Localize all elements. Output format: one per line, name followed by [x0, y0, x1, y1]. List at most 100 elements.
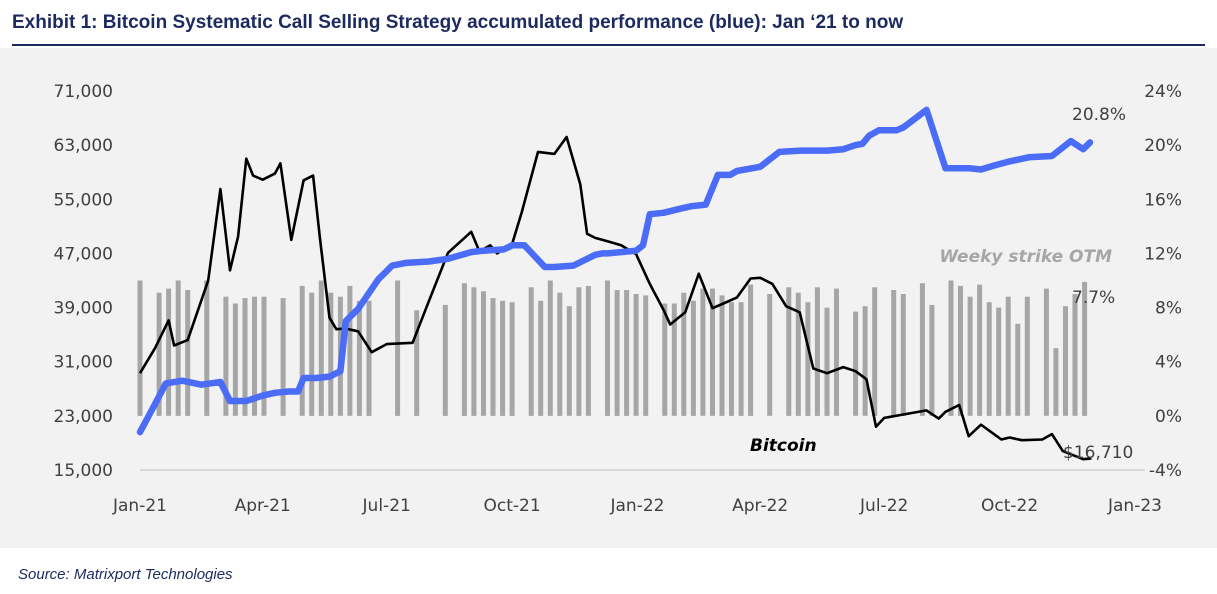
- strike-bar: [795, 292, 801, 416]
- y-left-tick: 47,000: [54, 244, 113, 264]
- x-axis-ticks: Jan-21 Apr-21 Jul-21 Oct-21 Jan-22 Apr-22 Jul-…: [112, 496, 1162, 516]
- strike-bar: [566, 306, 572, 416]
- y-left-tick: 71,000: [54, 82, 113, 102]
- strike-bar: [156, 292, 162, 416]
- strike-bar: [662, 303, 668, 416]
- strike-bar: [576, 287, 582, 416]
- strike-bar: [986, 302, 992, 416]
- strike-bar: [1063, 306, 1068, 416]
- strike-bar: [738, 302, 744, 416]
- strike-bar: [414, 310, 420, 416]
- bitcoin-last-label: $16,710: [1063, 443, 1133, 463]
- strike-bar: [729, 302, 734, 416]
- strike-bar: [137, 280, 143, 416]
- y-left-tick: 55,000: [54, 190, 113, 210]
- strike-bar: [528, 287, 534, 416]
- strike-bar: [891, 290, 897, 416]
- y-right-tick: 12%: [1144, 244, 1182, 264]
- y-right-tick: 24%: [1144, 82, 1182, 102]
- strike-bar: [280, 298, 286, 416]
- x-tick: Apr-21: [235, 496, 291, 516]
- y-right-tick: 0%: [1155, 407, 1182, 427]
- strike-bar: [786, 287, 792, 416]
- y-right-tick: 20%: [1144, 136, 1182, 156]
- strike-bar: [605, 280, 610, 416]
- strike-bar: [900, 294, 906, 416]
- strike-bar: [557, 292, 563, 416]
- strike-bar: [996, 307, 1002, 416]
- strike-bar: [814, 287, 820, 416]
- x-tick: Jan-21: [112, 496, 167, 516]
- strike-bar: [490, 298, 496, 416]
- strike-bar: [185, 290, 191, 416]
- strike-bar: [872, 287, 878, 416]
- strike-bars: [137, 280, 1088, 416]
- bitcoin-line: [138, 135, 1092, 461]
- strike-bar: [614, 290, 620, 416]
- strike-bar: [690, 300, 696, 416]
- y-left-tick: 39,000: [54, 299, 113, 319]
- strike-bar: [719, 295, 725, 416]
- y-left-tick: 31,000: [54, 353, 113, 373]
- strike-bar: [366, 300, 372, 416]
- strike-bar: [175, 280, 181, 416]
- x-tick: Apr-22: [732, 496, 788, 516]
- x-tick: Jul-21: [362, 496, 411, 516]
- strike-bar: [318, 280, 324, 416]
- x-tick: Oct-22: [981, 496, 1038, 516]
- strike-bar: [700, 288, 706, 416]
- strike-bar: [1043, 288, 1049, 416]
- strike-series-label: Weeky strike OTM: [939, 247, 1112, 267]
- strike-bar: [461, 283, 467, 416]
- strike-bar: [500, 300, 506, 416]
- strike-bar: [862, 306, 868, 416]
- strike-bar: [481, 291, 486, 416]
- x-tick: Jul-22: [859, 496, 908, 516]
- title-underline: [12, 44, 1205, 46]
- strike-bar: [633, 294, 639, 416]
- strike-bar: [1005, 296, 1011, 416]
- strike-bar: [681, 292, 687, 416]
- bitcoin-series-label: Bitcoin: [750, 436, 817, 456]
- y-left-tick: 63,000: [54, 136, 113, 156]
- strike-bar: [347, 285, 353, 416]
- strike-bar: [805, 302, 811, 416]
- strike-bar: [204, 280, 210, 416]
- strike-bar: [929, 304, 935, 416]
- strike-bar: [834, 288, 839, 416]
- strike-bar: [1015, 323, 1021, 416]
- strike-bar: [948, 280, 954, 416]
- strike-bar: [252, 296, 257, 416]
- strike-bar: [356, 300, 362, 416]
- x-tick: Oct-21: [484, 496, 541, 516]
- strike-bar: [309, 292, 315, 416]
- strike-bar: [671, 303, 677, 416]
- strike-bar: [166, 288, 172, 416]
- y-left-tick: 23,000: [54, 407, 113, 427]
- y-right-tick: 4%: [1155, 353, 1182, 373]
- y-left-tick: 15,000: [54, 461, 113, 481]
- strike-bar: [261, 296, 267, 416]
- strike-bar: [1024, 296, 1030, 416]
- strike-bar: [824, 307, 830, 416]
- page-title: Exhibit 1: Bitcoin Systematic Call Selli…: [12, 12, 904, 33]
- strike-bar: [748, 284, 754, 416]
- strike-bar: [223, 296, 229, 416]
- series-lines: [136, 106, 1094, 461]
- strike-bar: [919, 283, 925, 416]
- strike-bar: [1053, 348, 1059, 416]
- strike-bar: [509, 302, 515, 416]
- left-axis-ticks: 15,000 23,000 31,000 39,000 47,000 55,000 63,0…: [54, 82, 113, 481]
- strike-bar: [767, 294, 773, 416]
- strike-bar: [442, 304, 448, 416]
- strike-bar: [328, 292, 334, 416]
- strike-bar: [538, 300, 544, 416]
- strike-bar: [471, 287, 477, 416]
- source-note: Source: Matrixport Technologies: [18, 566, 233, 583]
- strike-bar: [547, 280, 553, 416]
- strike-bar: [299, 285, 305, 416]
- y-right-tick: 8%: [1155, 299, 1182, 319]
- strike-bar: [585, 285, 591, 416]
- strategy-last-label: 20.8%: [1072, 105, 1126, 125]
